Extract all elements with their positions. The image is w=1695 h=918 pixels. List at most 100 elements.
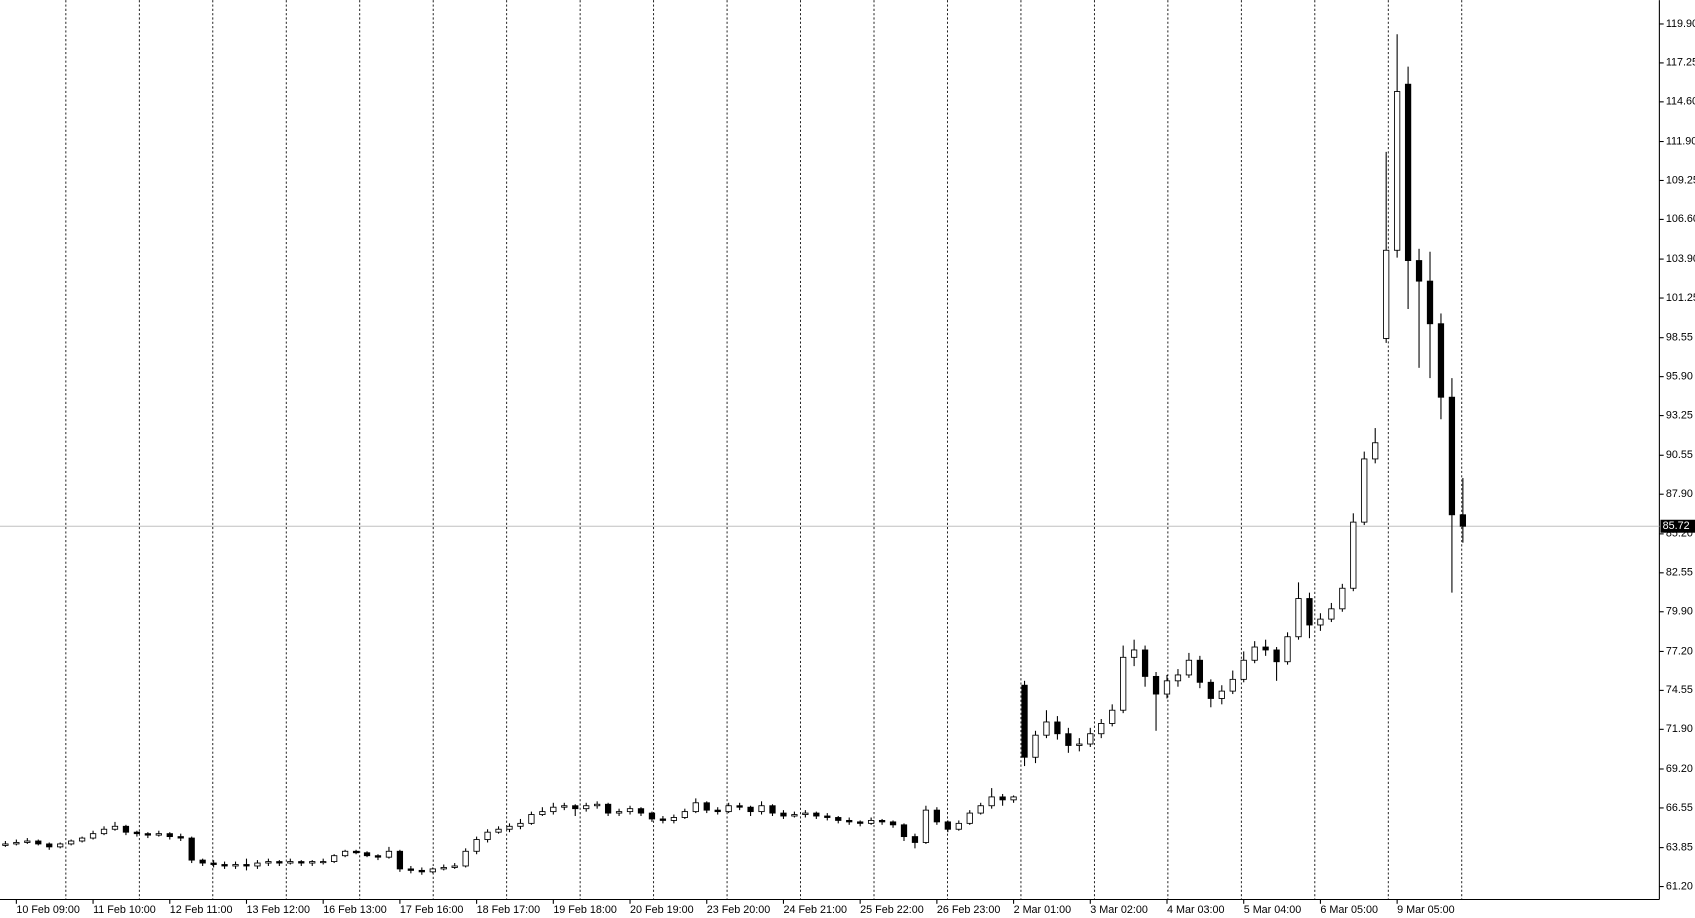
- candle-body: [298, 861, 305, 864]
- candle-body: [1339, 587, 1346, 610]
- x-tick-label: 10 Feb 09:00: [16, 904, 80, 916]
- candle-body: [177, 836, 184, 839]
- candle-body: [747, 806, 754, 813]
- candle-body: [878, 819, 886, 823]
- candle-body: [1109, 709, 1116, 724]
- x-tick-label: 19 Feb 18:00: [553, 904, 617, 916]
- candle-body: [1262, 646, 1269, 651]
- y-tick-label: 109.25: [1666, 174, 1695, 186]
- candle-body: [1141, 649, 1149, 677]
- candle-body: [758, 805, 765, 813]
- candle-body: [232, 864, 239, 867]
- x-tick-label: 16 Feb 13:00: [323, 904, 387, 916]
- candle-body: [736, 805, 743, 808]
- candle-body: [1459, 514, 1467, 527]
- candle-body: [1317, 618, 1324, 626]
- y-tick-label: 111.90: [1666, 135, 1695, 147]
- y-tick-label: 82.55: [1666, 567, 1693, 579]
- y-tick-label: 69.20: [1666, 763, 1693, 775]
- candle-body: [615, 811, 623, 814]
- candle-body: [24, 840, 31, 843]
- candle-body: [341, 850, 349, 857]
- candle-body: [1087, 733, 1094, 745]
- candle-body: [922, 809, 930, 843]
- x-tick-label: 3 Mar 02:00: [1090, 904, 1148, 916]
- candle-body: [692, 802, 699, 813]
- candle-body: [451, 865, 458, 868]
- candle-body: [1032, 734, 1039, 758]
- candle-body: [988, 796, 995, 807]
- y-tick-label: 106.60: [1666, 213, 1695, 225]
- y-tick-label: 98.55: [1666, 332, 1693, 344]
- candle-body: [155, 833, 162, 836]
- candle-body: [1065, 733, 1072, 746]
- candle-body: [561, 805, 568, 808]
- candle-body: [791, 814, 798, 817]
- candle-body: [900, 824, 908, 838]
- candle-body: [1251, 646, 1258, 661]
- candle-body: [199, 859, 206, 864]
- y-tick-label: 117.25: [1666, 57, 1695, 69]
- candle-body: [1383, 249, 1390, 339]
- candle-body: [2, 843, 9, 846]
- y-tick-label: 71.90: [1666, 723, 1693, 735]
- candle-body: [221, 864, 228, 867]
- x-tick-label: 17 Feb 16:00: [400, 904, 464, 916]
- candle-body: [714, 809, 721, 813]
- y-tick-label: 103.90: [1666, 253, 1695, 265]
- candle-body: [1207, 681, 1214, 699]
- candle-body: [889, 821, 897, 826]
- y-tick-label: 74.55: [1666, 684, 1693, 696]
- candle-body: [506, 825, 513, 830]
- candle-body: [1174, 674, 1182, 682]
- candle-body: [1350, 521, 1357, 589]
- x-tick-label: 26 Feb 23:00: [937, 904, 1001, 916]
- candle-body: [473, 839, 480, 852]
- x-tick-label: 13 Feb 12:00: [246, 904, 310, 916]
- candle-body: [100, 828, 108, 835]
- candle-body: [1404, 83, 1412, 261]
- candle-body: [144, 833, 151, 836]
- candle-body: [1273, 649, 1280, 663]
- y-tick-label: 93.25: [1666, 409, 1693, 421]
- candle-body: [35, 840, 42, 845]
- candle-body: [188, 837, 195, 861]
- candle-body: [254, 862, 261, 867]
- candle-body: [122, 825, 130, 833]
- x-tick-label: 6 Mar 05:00: [1320, 904, 1378, 916]
- candle-body: [517, 822, 524, 827]
- candle-body: [1240, 659, 1247, 680]
- candle-body: [846, 819, 853, 823]
- candle-body: [572, 805, 579, 810]
- x-tick-label: 18 Feb 17:00: [477, 904, 541, 916]
- x-tick-label: 12 Feb 11:00: [170, 904, 233, 916]
- y-tick-label: 114.60: [1666, 96, 1695, 108]
- candle-body: [309, 861, 316, 864]
- candle-body: [1218, 690, 1225, 699]
- candle-body: [637, 808, 645, 814]
- candle-body: [1448, 396, 1456, 516]
- candle-body: [1415, 260, 1423, 282]
- candle-body: [1437, 323, 1445, 398]
- candle-body: [583, 805, 590, 810]
- candle-body: [331, 855, 338, 863]
- y-tick-label: 90.55: [1666, 449, 1693, 461]
- candle-body: [396, 850, 404, 870]
- candle-body: [780, 812, 787, 817]
- candle-body: [670, 817, 677, 821]
- candle-body: [659, 818, 667, 821]
- candle-body: [374, 855, 382, 858]
- candle-body: [944, 821, 951, 830]
- candle-body: [363, 852, 371, 857]
- candle-body: [539, 811, 546, 815]
- y-tick-label: 95.90: [1666, 370, 1693, 382]
- candle-body: [440, 867, 447, 870]
- x-tick-label: 4 Mar 03:00: [1167, 904, 1225, 916]
- y-tick-label: 101.25: [1666, 292, 1695, 304]
- candle-body: [648, 812, 656, 820]
- candle-body: [418, 869, 425, 873]
- candle-body: [1021, 684, 1028, 758]
- candle-body: [1120, 656, 1127, 711]
